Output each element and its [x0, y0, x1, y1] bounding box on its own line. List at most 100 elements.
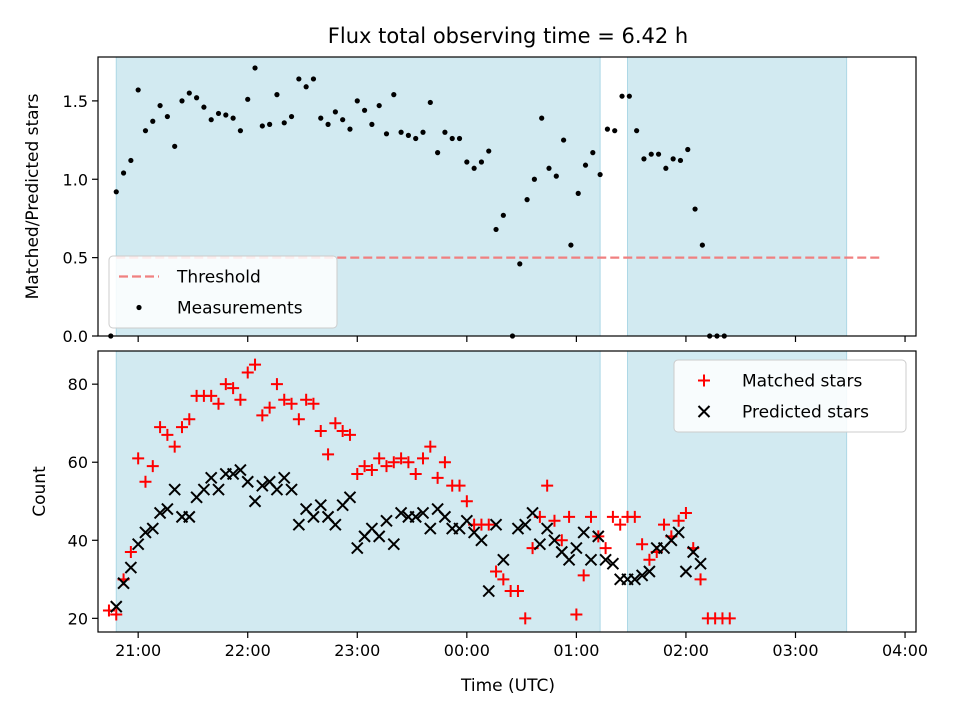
measurement-point: [325, 121, 331, 127]
matched-star-point: [548, 514, 561, 527]
predicted-star-point: [241, 475, 254, 488]
matched-star-point: [555, 534, 568, 547]
measurement-point: [340, 117, 346, 123]
measurement-point: [398, 129, 404, 135]
measurement-point: [310, 76, 317, 82]
measurement-point: [413, 135, 419, 142]
predicted-star-point: [212, 483, 225, 496]
measurement-point: [575, 190, 581, 196]
predicted-star-point: [577, 526, 590, 539]
predicted-star-point: [226, 467, 240, 481]
observing-interval-shade: [115, 350, 601, 633]
measurement-point: [641, 156, 647, 162]
x-tick-label: 21:00: [115, 641, 161, 660]
measurement-point: [135, 87, 141, 93]
matched-star-point: [168, 440, 181, 453]
measurement-point: [612, 128, 618, 134]
predicted-star-point: [351, 541, 364, 555]
predicted-star-point: [424, 522, 437, 535]
legend-measurement-point-swatch: [136, 304, 142, 311]
measurement-point: [164, 113, 170, 120]
x-tick-label: 01:00: [553, 641, 599, 660]
measurement-point: [376, 102, 382, 109]
predicted-star-point: [599, 553, 612, 567]
matched-star-point: [658, 518, 671, 531]
measurement-point: [252, 65, 258, 71]
matched-star-point: [300, 393, 313, 406]
matched-star-point: [519, 612, 532, 625]
predicted-star-point: [475, 534, 488, 547]
matched-star-point: [636, 538, 649, 551]
predicted-star-point: [146, 522, 159, 535]
measurement-point: [561, 137, 567, 143]
matched-star-point: [241, 366, 254, 379]
x-axis-label: Time (UTC): [460, 676, 555, 696]
predicted-star-point: [329, 518, 342, 531]
measurement-point: [369, 121, 375, 127]
measurement-point: [296, 76, 302, 82]
legend: Threshold Measurements: [108, 255, 338, 329]
measurement-point: [456, 135, 463, 142]
axes-frame: [97, 56, 917, 337]
predicted-star-point: [548, 534, 561, 547]
top-panel: 0.0 0.5 1.0 1.5 Matched/Predicted stars Thres…: [23, 56, 917, 346]
x-tick-label: 04:00: [882, 641, 928, 660]
measurement-point: [546, 165, 552, 171]
measurement-point: [648, 151, 654, 157]
matched-star-point: [234, 393, 247, 406]
matched-star-point: [154, 421, 167, 434]
y-tick-label: 80: [68, 375, 88, 394]
matched-star-point: [292, 413, 305, 426]
predicted-star-point: [540, 522, 554, 535]
chart-title: Flux total observing time = 6.42 h: [328, 24, 688, 48]
predicted-star-point: [110, 600, 123, 613]
measurement-point: [486, 148, 492, 154]
measurement-point: [303, 84, 309, 90]
predicted-star-point: [131, 537, 145, 551]
predicted-star-point: [497, 553, 510, 567]
predicted-star-point: [694, 557, 707, 570]
measurement-point: [692, 206, 698, 212]
matched-star-point: [358, 460, 371, 473]
measurement-point: [391, 92, 397, 98]
matched-star-point: [490, 565, 503, 578]
predicted-star-point: [416, 506, 430, 520]
matched-star-point: [541, 479, 554, 492]
measurement-point: [267, 121, 273, 127]
predicted-star-point: [278, 471, 291, 485]
matched-star-point: [409, 467, 422, 480]
matched-star-point: [395, 452, 408, 465]
measurement-point: [634, 128, 640, 134]
matched-star-point: [343, 428, 356, 441]
matched-star-point: [263, 401, 276, 414]
predicted-star-point: [394, 506, 408, 520]
measurement-point: [677, 157, 684, 164]
matched-star-point: [278, 393, 291, 406]
measurement-point: [208, 117, 214, 123]
legend-label: Threshold: [176, 268, 261, 288]
bottom-panel: 20 40 60 80 21:00 22:00 23:00 00:00 01:00 02:00 03…: [30, 350, 928, 660]
predicted-star-point: [380, 514, 393, 527]
y-tick-label: 60: [68, 453, 88, 472]
predicted-star-point: [570, 541, 583, 555]
matched-star-point: [175, 421, 188, 434]
predicted-star-point: [409, 510, 422, 524]
measurement-point: [582, 162, 589, 168]
predicted-star-point: [511, 522, 525, 535]
legend-predicted-star-point-swatch: [697, 405, 711, 418]
matched-star-point: [329, 417, 342, 430]
measurement-point: [405, 132, 412, 138]
predicted-star-point: [635, 569, 649, 582]
measurement-point: [568, 242, 574, 248]
matched-star-point: [679, 506, 692, 519]
predicted-star-point: [628, 573, 642, 586]
matched-star-point: [577, 569, 590, 582]
x-tick-label: 22:00: [225, 641, 271, 660]
measurement-point: [626, 93, 632, 99]
predicted-star-point: [343, 491, 357, 504]
y-axis-label: Matched/Predicted stars: [23, 93, 43, 299]
x-tick-label: 00:00: [444, 641, 490, 660]
predicted-star-point: [562, 553, 576, 567]
measurement-point: [128, 157, 134, 164]
measurement-point: [223, 112, 229, 118]
